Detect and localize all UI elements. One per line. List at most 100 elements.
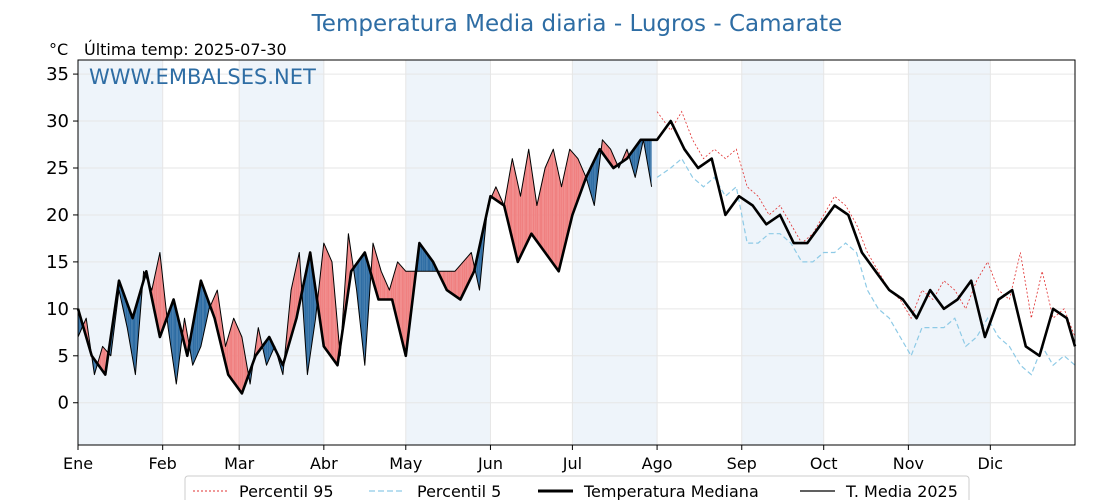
warm-anomaly-fill <box>292 277 294 333</box>
warm-anomaly-fill <box>542 174 544 251</box>
warm-anomaly-fill <box>397 261 399 328</box>
month-bands <box>78 60 991 445</box>
cold-anomaly-fill <box>360 256 363 341</box>
cold-anomaly-fill <box>311 261 313 347</box>
cold-anomaly-fill <box>308 252 311 366</box>
warm-anomaly-fill <box>394 266 397 317</box>
warm-anomaly-fill <box>524 164 526 248</box>
cold-anomaly-fill <box>177 316 180 374</box>
cold-anomaly-fill <box>133 308 136 375</box>
warm-anomaly-fill <box>557 167 559 272</box>
cold-anomaly-fill <box>303 278 305 334</box>
warm-anomaly-fill <box>240 333 242 394</box>
warm-anomaly-fill <box>229 327 231 379</box>
warm-anomaly-fill <box>461 261 464 297</box>
warm-anomaly-fill <box>556 161 558 270</box>
warm-anomaly-fill <box>157 258 159 331</box>
warm-anomaly-fill <box>612 152 614 168</box>
warm-anomaly-fill <box>386 283 389 300</box>
warm-anomaly-fill <box>299 252 301 306</box>
cold-anomaly-fill <box>269 337 271 359</box>
x-tick-label: Nov <box>893 454 924 473</box>
warm-anomaly-fill <box>378 261 380 300</box>
warm-anomaly-fill <box>508 174 510 229</box>
warm-anomaly-fill <box>450 271 453 294</box>
warm-anomaly-fill <box>562 174 565 255</box>
warm-anomaly-fill <box>569 149 572 227</box>
cold-anomaly-fill <box>596 152 599 184</box>
warm-anomaly-fill <box>233 318 236 384</box>
x-tick-label: Ene <box>63 454 93 473</box>
warm-anomaly-fill <box>235 321 237 386</box>
cold-anomaly-fill <box>591 163 593 201</box>
warm-anomaly-fill <box>457 266 460 299</box>
warm-anomaly-fill <box>459 265 461 300</box>
warm-anomaly-fill <box>463 260 465 294</box>
month-band-jul <box>572 60 658 445</box>
p5-line <box>656 157 1076 376</box>
cold-anomaly-fill <box>128 306 130 344</box>
x-tick-label: Sep <box>727 454 757 473</box>
x-tick-label: Jul <box>562 454 582 473</box>
warm-anomaly-fill <box>527 149 529 243</box>
warm-anomaly-fill <box>297 252 300 312</box>
warm-anomaly-fill <box>561 180 563 261</box>
chart-title: Temperatura Media diaria - Lugros - Cama… <box>311 11 843 37</box>
warm-anomaly-fill <box>523 172 525 251</box>
warm-anomaly-fill <box>534 186 536 240</box>
median-line <box>76 119 1077 395</box>
warm-anomaly-fill <box>243 344 245 390</box>
y-axis-ticks: 0 5 10 15 20 25 30 35 <box>46 64 78 414</box>
warm-anomaly-fill <box>547 158 550 259</box>
warm-anomaly-fill <box>571 150 573 221</box>
legend-p5-label: Percentil 5 <box>417 482 501 500</box>
cold-anomaly-fill <box>173 299 175 375</box>
month-band-nov <box>908 60 991 445</box>
warm-anomaly-fill <box>603 141 606 157</box>
warm-anomaly-fill <box>509 166 511 234</box>
legend: Percentil 95 Percentil 5 Temperatura Med… <box>184 475 970 500</box>
warm-anomaly-fill <box>295 265 297 323</box>
cold-anomaly-fill <box>428 256 431 272</box>
warm-anomaly-fill <box>580 164 582 193</box>
cold-anomaly-fill <box>312 271 315 338</box>
warm-anomaly-fill <box>560 180 562 266</box>
cold-anomaly-fill <box>203 288 206 334</box>
warm-anomaly-fill <box>558 174 561 272</box>
warm-anomaly-fill <box>382 274 384 300</box>
warm-anomaly-fill <box>520 188 522 257</box>
warm-anomaly-fill <box>374 247 376 291</box>
cold-anomaly-fill <box>199 280 201 350</box>
warm-anomaly-fill <box>566 155 569 238</box>
cold-anomaly-fill <box>266 338 268 366</box>
warm-anomaly-fill <box>577 158 580 200</box>
warm-anomaly-fill <box>550 152 552 262</box>
warm-anomaly-fill <box>401 266 404 345</box>
cold-anomaly-fill <box>426 252 428 272</box>
warm-anomaly-fill <box>606 144 608 161</box>
cold-anomaly-fill <box>639 139 641 159</box>
warm-anomaly-fill <box>521 180 524 254</box>
warm-anomaly-fill <box>158 252 160 338</box>
cold-anomaly-fill <box>138 294 140 341</box>
cold-anomaly-fill <box>355 263 357 291</box>
warm-anomaly-fill <box>607 146 610 163</box>
cold-anomaly-fill <box>170 303 173 356</box>
cold-anomaly-fill <box>588 168 591 192</box>
warm-anomaly-fill <box>448 271 450 292</box>
warm-anomaly-fill <box>602 139 604 155</box>
y-tick-label: 35 <box>46 64 69 85</box>
warm-anomaly-fill <box>228 332 230 377</box>
cold-anomaly-fill <box>202 284 204 341</box>
warm-anomaly-fill <box>449 271 451 293</box>
warm-anomaly-fill <box>400 265 402 339</box>
x-axis-ticks: Ene Feb Mar Abr May Jun Jul Ago Sep Oct Nov Dic <box>63 445 1003 473</box>
warm-anomaly-fill <box>605 142 607 159</box>
y-tick-label: 20 <box>46 205 69 226</box>
cold-anomaly-fill <box>195 303 197 359</box>
warm-anomaly-fill <box>155 265 158 324</box>
cold-anomaly-fill <box>427 254 429 272</box>
cold-anomaly-fill <box>363 252 365 366</box>
cold-anomaly-fill <box>200 280 203 347</box>
